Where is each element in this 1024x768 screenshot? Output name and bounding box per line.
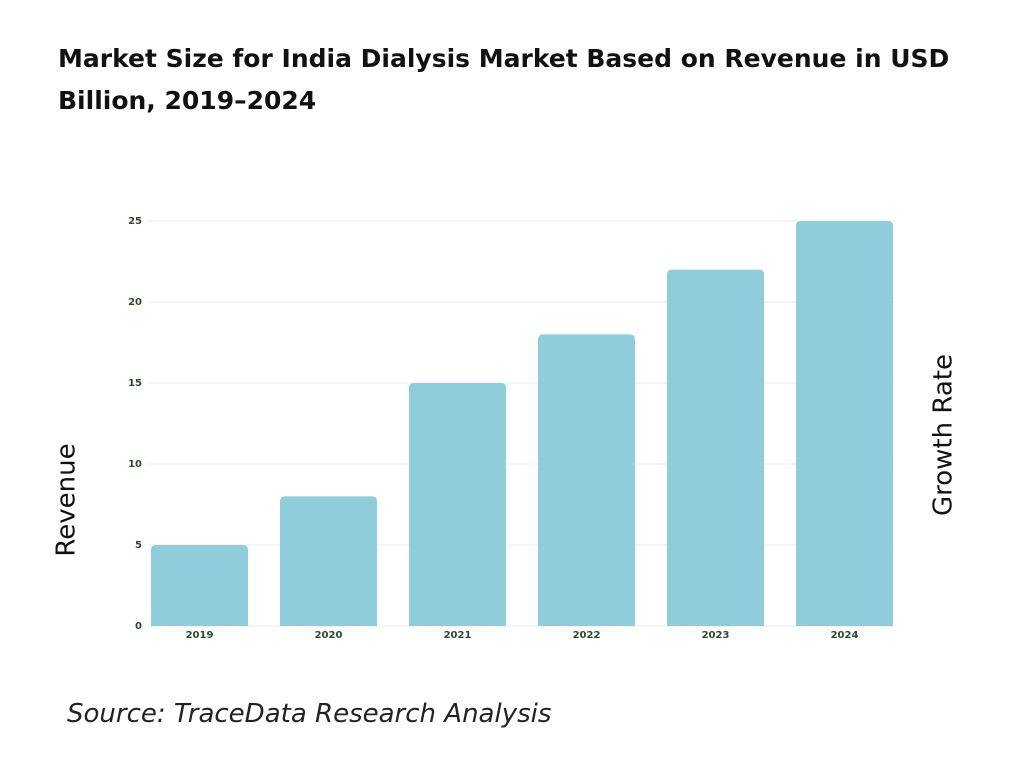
y-tick-label: 25: [128, 216, 142, 227]
y-tick-label: 15: [128, 378, 142, 389]
x-tick-label: 2024: [831, 630, 859, 641]
y2-axis-title: Growth Rate: [929, 354, 959, 516]
chart-title: Market Size for India Dialysis Market Ba…: [58, 44, 950, 115]
y-axis-title: Revenue: [52, 443, 82, 556]
bar: [796, 221, 893, 626]
x-tick-label: 2022: [573, 630, 601, 641]
bar: [280, 496, 377, 626]
x-tick-label: 2019: [186, 630, 214, 641]
y-tick-label: 5: [135, 540, 142, 551]
bar: [151, 545, 248, 626]
x-tick-label: 2023: [702, 630, 730, 641]
x-tick-label: 2021: [444, 630, 472, 641]
y-tick-label: 0: [135, 621, 142, 632]
bar: [538, 334, 635, 626]
y-tick-label: 10: [128, 459, 142, 470]
chart: Revenue Growth Rate 0 5 10 15 20 25 2019 2020 20…: [52, 216, 959, 641]
bar: [667, 269, 764, 626]
x-tick-label: 2020: [315, 630, 343, 641]
bar: [409, 383, 506, 626]
source-note: Source: TraceData Research Analysis: [67, 699, 552, 729]
y-tick-label: 20: [128, 297, 142, 308]
